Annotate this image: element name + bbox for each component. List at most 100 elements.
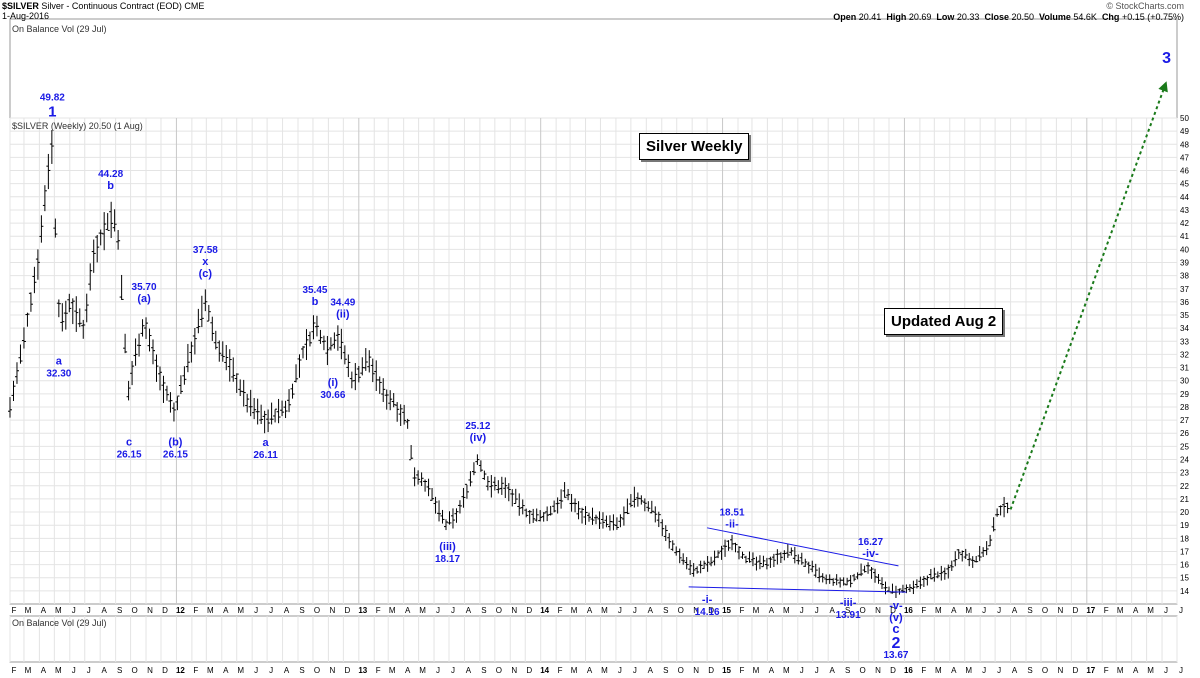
- month-label: A: [648, 606, 654, 615]
- month-label: 16: [904, 666, 913, 675]
- month-label: O: [496, 606, 502, 615]
- month-label: D: [526, 606, 532, 615]
- month-label: M: [753, 606, 760, 615]
- price-tick-label: 39: [1180, 258, 1189, 267]
- price-tick-label: 20: [1180, 508, 1189, 517]
- top-indicator-legend: On Balance Vol (29 Jul): [12, 24, 107, 34]
- bottom-panel-frame: [9, 615, 1178, 663]
- month-label: O: [678, 606, 684, 615]
- month-label: J: [800, 606, 804, 615]
- month-label: F: [558, 666, 563, 675]
- month-label: 17: [1086, 666, 1095, 675]
- price-tick-label: 37: [1180, 285, 1189, 294]
- month-label: J: [997, 606, 1001, 615]
- month-label: A: [830, 606, 836, 615]
- month-label: S: [663, 606, 668, 615]
- month-label: J: [997, 666, 1001, 675]
- month-label: F: [1104, 606, 1109, 615]
- price-tick-label: 18: [1180, 534, 1189, 543]
- projection-line: [1009, 80, 1168, 510]
- wave-mark: b: [312, 296, 319, 308]
- month-label: F: [921, 606, 926, 615]
- month-label: O: [1042, 606, 1048, 615]
- month-label: N: [511, 606, 517, 615]
- wave-mark: (a): [137, 293, 151, 305]
- wave-mark: b: [107, 180, 114, 192]
- wave-price-label: 14.16: [695, 607, 720, 618]
- price-tick-label: 48: [1180, 140, 1189, 149]
- month-label: A: [41, 666, 47, 675]
- month-label: D: [1072, 606, 1078, 615]
- wave-price-label: 32.30: [46, 368, 71, 379]
- price-tick-label: 19: [1180, 521, 1189, 530]
- triangle-trendline: [707, 527, 899, 567]
- month-label: A: [587, 666, 593, 675]
- month-label: M: [25, 606, 32, 615]
- month-label: 15: [722, 606, 731, 615]
- month-label: M: [1117, 606, 1124, 615]
- price-tick-label: 35: [1180, 311, 1189, 320]
- bottom-indicator-legend: On Balance Vol (29 Jul): [12, 618, 107, 628]
- chart-title: $SILVER Silver - Continuous Contract (EO…: [2, 1, 204, 11]
- month-label: F: [558, 606, 563, 615]
- month-label: S: [481, 606, 486, 615]
- month-label: J: [254, 606, 258, 615]
- month-label: S: [299, 666, 304, 675]
- month-label: J: [269, 666, 273, 675]
- price-tick-label: 30: [1180, 377, 1189, 386]
- price-tick-label: 40: [1180, 245, 1189, 254]
- month-label: A: [466, 606, 472, 615]
- month-label: A: [223, 666, 229, 675]
- wave-price-label: 49.82: [40, 92, 65, 103]
- month-label: M: [1147, 606, 1154, 615]
- wave-mark: a: [263, 437, 270, 449]
- month-label: N: [875, 606, 881, 615]
- month-label: M: [935, 606, 942, 615]
- price-panel-frame: [9, 117, 1178, 605]
- price-tick-label: 24: [1180, 456, 1189, 465]
- month-label: M: [419, 666, 426, 675]
- wave-price-label: 18.17: [435, 554, 460, 565]
- price-tick-label: 23: [1180, 469, 1189, 478]
- wave-3-label: 3: [1162, 50, 1171, 67]
- brand-label: © StockCharts.com: [1106, 1, 1184, 11]
- month-label: F: [193, 666, 198, 675]
- month-label: A: [587, 606, 593, 615]
- month-label: S: [1027, 666, 1032, 675]
- wave-mark: c: [126, 436, 132, 448]
- price-tick-label: 21: [1180, 495, 1189, 504]
- chart-date: 1-Aug-2016: [2, 11, 50, 21]
- month-label: M: [601, 666, 608, 675]
- wave-mark: (iv): [470, 432, 487, 444]
- price-tick-label: 32: [1180, 350, 1189, 359]
- month-label: J: [269, 606, 273, 615]
- wave-price-label: 37.58: [193, 245, 218, 256]
- month-label: D: [1072, 666, 1078, 675]
- month-label: D: [162, 666, 168, 675]
- month-label: M: [25, 666, 32, 675]
- month-label: J: [633, 666, 637, 675]
- month-label: O: [859, 666, 865, 675]
- month-label: S: [299, 606, 304, 615]
- month-label: J: [1179, 606, 1183, 615]
- symbol-description: Silver - Continuous Contract (EOD) CME: [41, 1, 205, 11]
- month-label: M: [783, 666, 790, 675]
- month-label: J: [982, 666, 986, 675]
- month-label: M: [965, 606, 972, 615]
- month-label: M: [1147, 666, 1154, 675]
- price-tick-label: 43: [1180, 206, 1189, 215]
- month-label: A: [102, 666, 108, 675]
- month-label: J: [72, 606, 76, 615]
- month-label: O: [678, 666, 684, 675]
- wave-price-label: 26.15: [117, 449, 142, 460]
- price-tick-label: 45: [1180, 180, 1189, 189]
- month-label: A: [830, 666, 836, 675]
- month-label: S: [117, 666, 122, 675]
- wave-mark: (c): [199, 268, 213, 280]
- month-label: M: [207, 606, 214, 615]
- month-label: A: [223, 606, 229, 615]
- month-label: A: [648, 666, 654, 675]
- month-label: J: [87, 666, 91, 675]
- month-label: O: [131, 606, 137, 615]
